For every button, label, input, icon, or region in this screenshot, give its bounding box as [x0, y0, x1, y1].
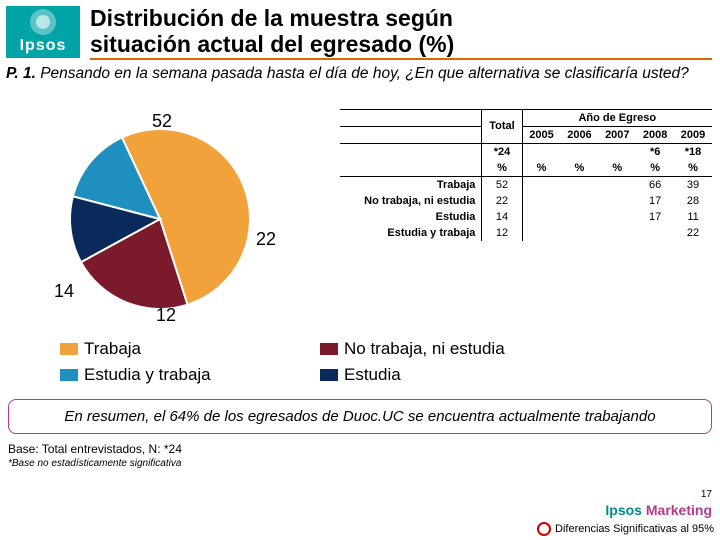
chart-row: 52221214 TotalAño de Egreso2005200620072…	[0, 89, 720, 339]
title-line-1: Distribución de la muestra según	[90, 5, 453, 31]
page-number: 17	[701, 489, 712, 500]
question-body: Pensando en la semana pasada hasta el dí…	[40, 65, 689, 82]
table-cell	[598, 193, 636, 209]
table-cell: 11	[674, 209, 712, 225]
summary-box: En resumen, el 64% de los egresados de D…	[8, 399, 712, 434]
table-cell: 12	[482, 225, 522, 241]
table-cell: 17	[636, 193, 674, 209]
table-cell: 39	[674, 176, 712, 193]
table-cell	[522, 193, 560, 209]
header: Ipsos Distribución de la muestra según s…	[0, 0, 720, 60]
table-cell: 17	[636, 209, 674, 225]
footer-significance: Diferencias Significativas al 95%	[537, 522, 714, 536]
legend-item: Estudia	[320, 365, 540, 385]
base-line: Base: Total entrevistados, N: *24	[0, 440, 720, 456]
footer-logo-marketing: Marketing	[646, 502, 712, 518]
table-cell	[561, 176, 599, 193]
table-cell	[598, 225, 636, 241]
table-cell	[598, 176, 636, 193]
legend-label: Estudia y trabaja	[84, 365, 211, 385]
legend-label: Trabaja	[84, 339, 141, 359]
pie-label: 22	[256, 229, 276, 250]
table-cell: 22	[482, 193, 522, 209]
ipsos-logo: Ipsos	[6, 6, 80, 58]
table-cell	[636, 225, 674, 241]
logo-icon	[30, 9, 56, 35]
legend-swatch	[60, 343, 78, 355]
table-cell	[522, 225, 560, 241]
base-note: *Base no estadísticamente significativa	[0, 456, 720, 469]
table-cell: 22	[674, 225, 712, 241]
pie-svg	[70, 129, 250, 309]
table-row-head: Estudia y trabaja	[340, 225, 482, 241]
sig-circle-icon	[537, 522, 551, 536]
question-text: P. 1. Pensando en la semana pasada hasta…	[0, 60, 720, 83]
summary-text: En resumen, el 64% de los egresados de D…	[64, 408, 655, 425]
table-cell	[561, 225, 599, 241]
sig-text: Diferencias Significativas al 95%	[555, 523, 714, 535]
table-cell	[522, 176, 560, 193]
legend-swatch	[320, 369, 338, 381]
table-cell	[561, 209, 599, 225]
legend-label: No trabaja, ni estudia	[344, 339, 505, 359]
pie-label: 14	[54, 281, 74, 302]
table-cell: 52	[482, 176, 522, 193]
legend-item: Estudia y trabaja	[60, 365, 280, 385]
pie-label: 52	[152, 111, 172, 132]
legend-item: Trabaja	[60, 339, 280, 359]
table-cell	[598, 209, 636, 225]
data-table-wrap: TotalAño de Egreso20052006200720082009*2…	[340, 89, 720, 339]
legend-item: No trabaja, ni estudia	[320, 339, 540, 359]
pie-chart: 52 22 12 14	[0, 89, 340, 339]
legend-swatch	[60, 369, 78, 381]
table-cell: 66	[636, 176, 674, 193]
logo-text: Ipsos	[20, 37, 67, 55]
title-line-2: situación actual del egresado (%)	[90, 31, 454, 57]
table-row-head: Trabaja	[340, 176, 482, 193]
table-cell	[522, 209, 560, 225]
legend-swatch	[320, 343, 338, 355]
footer-logo: Ipsos Marketing	[605, 502, 712, 518]
table-cell: 28	[674, 193, 712, 209]
table-row-head: No trabaja, ni estudia	[340, 193, 482, 209]
legend: Trabaja No trabaja, ni estudia Estudia y t…	[0, 339, 720, 385]
question-prefix: P. 1.	[6, 65, 40, 82]
table-row-head: Estudia	[340, 209, 482, 225]
data-table: TotalAño de Egreso20052006200720082009*2…	[340, 109, 712, 241]
table-cell	[561, 193, 599, 209]
pie-label: 12	[156, 305, 176, 326]
table-cell: 14	[482, 209, 522, 225]
footer-logo-ipsos: Ipsos	[605, 502, 645, 518]
page-title: Distribución de la muestra según situaci…	[90, 6, 712, 60]
legend-label: Estudia	[344, 365, 401, 385]
